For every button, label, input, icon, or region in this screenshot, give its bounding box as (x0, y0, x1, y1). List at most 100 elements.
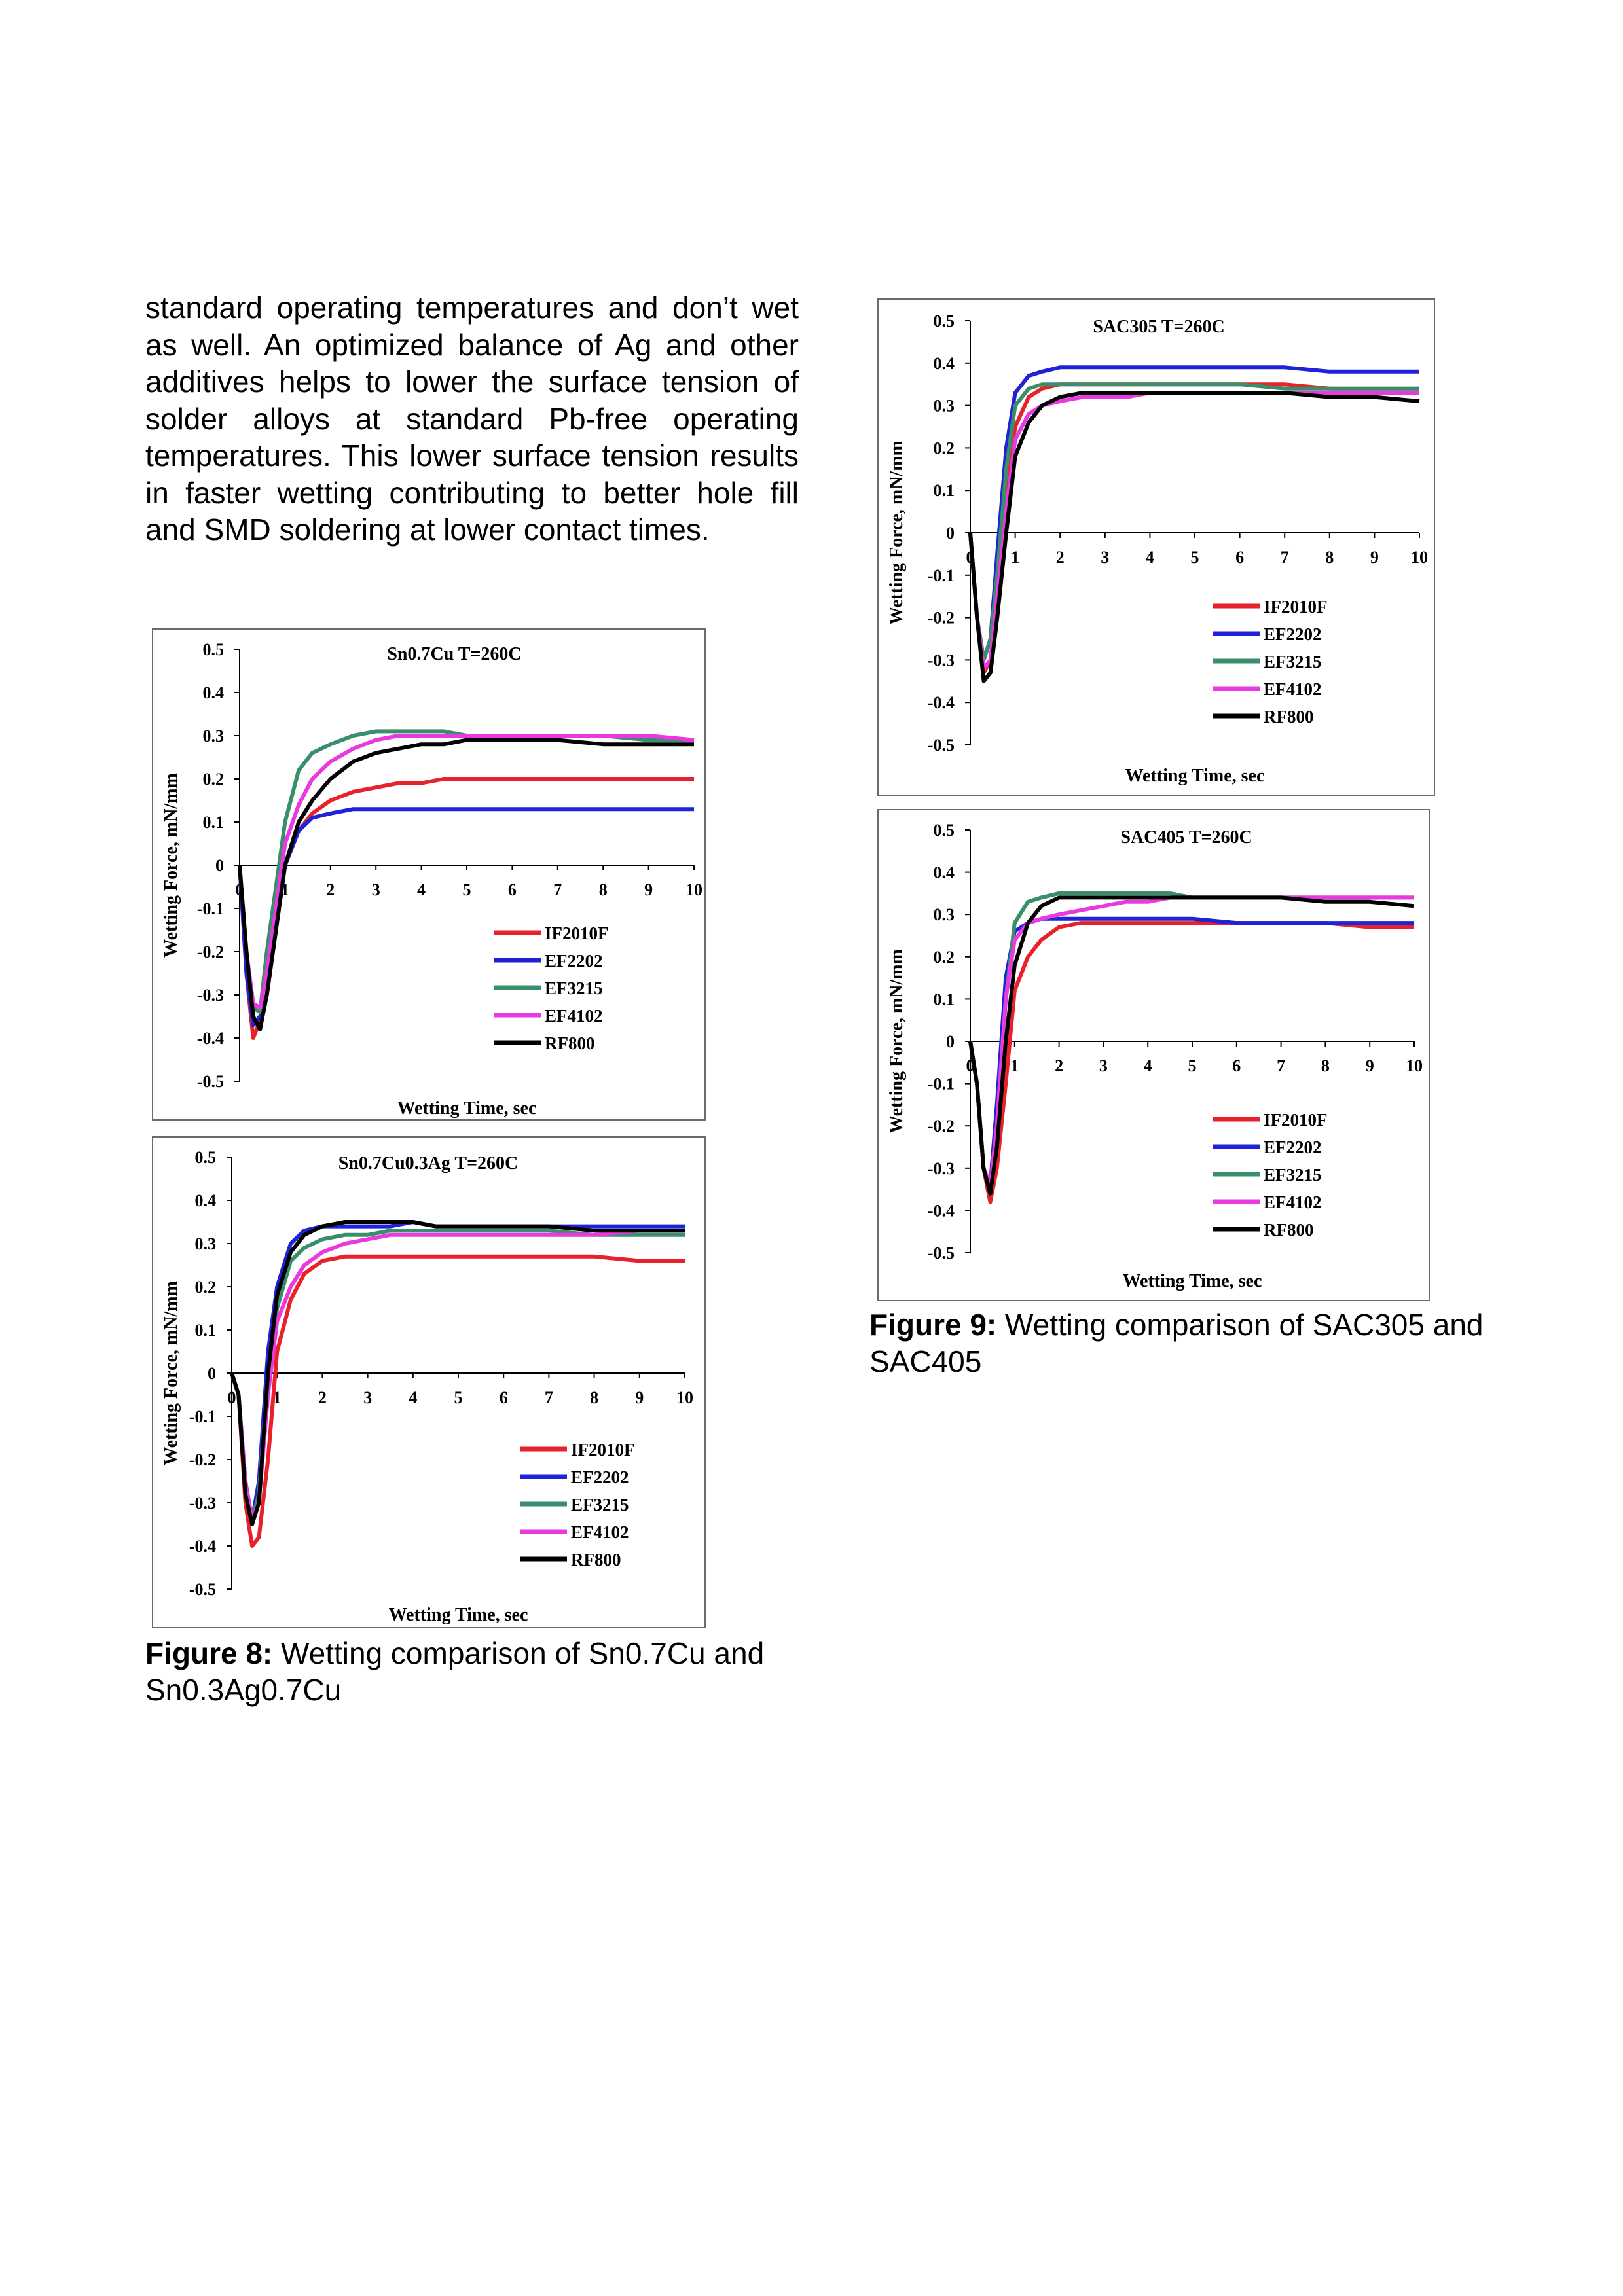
chart-3-ytick-label: -0.2 (928, 1117, 955, 1136)
chart-1-ytick-label: -0.4 (189, 1537, 216, 1556)
chart-2-xtick-label: 10 (1411, 548, 1428, 567)
chart-3-series-ef2202 (968, 916, 1414, 1187)
chart-3-ytick-label: 0.2 (934, 948, 955, 967)
chart-2-ytick-label: -0.4 (928, 693, 955, 712)
chart-3-ytick-label: 0.5 (934, 821, 955, 840)
chart-2-xtick-label: 1 (1011, 548, 1019, 567)
chart-0-ytick-label: -0.2 (197, 942, 224, 961)
chart-3-legend-label-rf800: RF800 (1264, 1220, 1314, 1240)
figure-8-text: Wetting comparison of Sn0.7Cu and Sn0.3A… (145, 1636, 765, 1707)
chart-0-ytick-label: 0.3 (203, 726, 225, 745)
chart-0-ytick-label: -0.5 (197, 1072, 224, 1091)
chart-0-xtick-label: 5 (463, 880, 471, 899)
chart-2-xtick-label: 7 (1281, 548, 1289, 567)
chart-0-ytick-label: -0.4 (197, 1029, 224, 1048)
chart-3-xtick-label: 6 (1232, 1056, 1241, 1075)
figure-9-text: Wetting comparison of SAC305 and SAC405 (869, 1308, 1484, 1378)
chart-2-legend-label-ef2202: EF2202 (1264, 624, 1322, 644)
chart-2-ytick-label: 0 (946, 524, 955, 543)
chart-3-ytick-label: -0.3 (928, 1159, 955, 1178)
chart-sn07cu03ag: -0.5 -0.4 -0.3 -0.2 -0.1 0 0.1 0.2 0.3 0.4 0.5 0 1 2 3… (152, 1136, 706, 1628)
chart-0-series-rf800 (238, 738, 694, 1031)
chart-svg-1: -0.5-0.4-0.3-0.2-0.100.10.20.30.40.50 1 2 3… (161, 1148, 693, 1625)
chart-2-ytick-label: -0.1 (928, 566, 955, 585)
chart-0-legend-label-ef2202: EF2202 (545, 951, 603, 971)
chart-1-xtick-label: 8 (590, 1388, 598, 1407)
chart-svg-3: -0.5-0.4-0.3-0.2-0.100.10.20.30.40.50 1 2 3… (886, 821, 1423, 1291)
chart-1-y-label: Wetting Force, mN/mm (161, 1281, 181, 1465)
chart-0-legend-label-rf800: RF800 (545, 1033, 595, 1053)
chart-3-xtick-label: 1 (1010, 1056, 1019, 1075)
figure-9-caption: Figure 9: Wetting comparison of SAC305 a… (869, 1306, 1498, 1380)
chart-0-series-if2010f (238, 777, 694, 1040)
chart-0-ytick-label: 0.1 (203, 813, 225, 832)
chart-1-ytick-label: -0.1 (189, 1407, 216, 1426)
chart-2-legend-label-if2010f: IF2010F (1264, 597, 1328, 617)
chart-0-series-ef3215 (238, 729, 694, 1014)
chart-3-y-label: Wetting Force, mN/mm (886, 949, 907, 1134)
chart-1-x-label: Wetting Time, sec (389, 1605, 528, 1625)
chart-2-xtick-label: 8 (1325, 548, 1334, 567)
chart-3-ytick-label: -0.1 (928, 1075, 955, 1094)
chart-3-ytick-label: 0.4 (934, 863, 955, 882)
chart-2-ytick-label: 0.1 (934, 481, 955, 500)
chart-0-xtick-label: 2 (326, 880, 335, 899)
chart-3-ytick-label: 0.1 (934, 990, 955, 1009)
chart-0-ytick-label: -0.3 (197, 986, 224, 1005)
chart-1-xtick-label: 3 (363, 1388, 372, 1407)
chart-0-xtick-label: 6 (508, 880, 517, 899)
chart-3-x-label: Wetting Time, sec (1123, 1271, 1262, 1291)
chart-2-series-rf800 (968, 391, 1420, 683)
chart-2-xtick-label: 2 (1056, 548, 1065, 567)
chart-2-xtick-label: 9 (1370, 548, 1379, 567)
chart-1-ytick-label: 0.4 (195, 1191, 217, 1210)
chart-2-y-label: Wetting Force, mN/mm (886, 440, 907, 625)
chart-2-xtick-label: 5 (1191, 548, 1199, 567)
chart-0-xtick-label: 7 (553, 880, 562, 899)
chart-3-legend-label-ef4102: EF4102 (1264, 1193, 1322, 1212)
chart-1-legend-label-if2010f: IF2010F (571, 1440, 635, 1460)
chart-0-series-ef2202 (238, 807, 694, 1028)
chart-1-xtick-label: 5 (454, 1388, 463, 1407)
chart-0-xtick-label: 8 (599, 880, 608, 899)
chart-0-xtick-label: 9 (644, 880, 653, 899)
chart-3-ytick-label: -0.5 (928, 1244, 955, 1263)
chart-0-legend-label-ef4102: EF4102 (545, 1006, 603, 1026)
chart-3-legend-label-if2010f: IF2010F (1264, 1110, 1328, 1130)
chart-0-y-label: Wetting Force, mN/mm (161, 773, 181, 958)
chart-0-x-label: Wetting Time, sec (397, 1098, 537, 1119)
chart-3-ytick-label: 0.3 (934, 905, 955, 924)
chart-2-x-label: Wetting Time, sec (1125, 766, 1265, 786)
chart-1-legend-label-ef2202: EF2202 (571, 1467, 629, 1487)
chart-1-ytick-label: -0.3 (189, 1494, 216, 1513)
chart-3-legend-label-ef3215: EF3215 (1264, 1165, 1322, 1185)
chart-2-ytick-label: -0.3 (928, 651, 955, 670)
chart-2-xtick-label: 6 (1235, 548, 1244, 567)
chart-2-ytick-label: 0.4 (934, 354, 955, 373)
chart-2-series-ef3215 (968, 382, 1419, 662)
chart-1-ytick-label: 0.3 (195, 1234, 217, 1253)
chart-0-xtick-label: 4 (417, 880, 426, 899)
body-paragraph: standard operating temperatures and don’… (145, 291, 799, 547)
chart-2-ytick-label: -0.2 (928, 609, 955, 628)
chart-3-xtick-label: 9 (1366, 1056, 1374, 1075)
chart-2-legend-label-rf800: RF800 (1264, 707, 1314, 726)
chart-3-series-rf800 (968, 895, 1415, 1196)
chart-1-series-if2010f (230, 1254, 685, 1548)
chart-2-series-if2010f (968, 382, 1419, 675)
chart-0-ytick-label: 0 (215, 856, 224, 875)
chart-1-xtick-label: 4 (409, 1388, 417, 1407)
chart-0-legend-label-if2010f: IF2010F (545, 924, 609, 943)
chart-3-xtick-label: 5 (1188, 1056, 1197, 1075)
chart-1-xtick-label: 9 (635, 1388, 644, 1407)
chart-1-xtick-label: 2 (318, 1388, 327, 1407)
chart-1-ytick-label: -0.2 (189, 1450, 216, 1469)
chart-2-xtick-label: 4 (1146, 548, 1154, 567)
chart-3-xtick-label: 10 (1406, 1056, 1423, 1075)
chart-1-xtick-label: 7 (545, 1388, 553, 1407)
figure-8-label: Figure 8: (145, 1636, 273, 1670)
chart-0-ytick-label: 0.5 (203, 640, 225, 659)
chart-2-legend-label-ef3215: EF3215 (1264, 652, 1322, 672)
chart-3-xtick-label: 3 (1099, 1056, 1108, 1075)
chart-3-xtick-label: 4 (1144, 1056, 1152, 1075)
